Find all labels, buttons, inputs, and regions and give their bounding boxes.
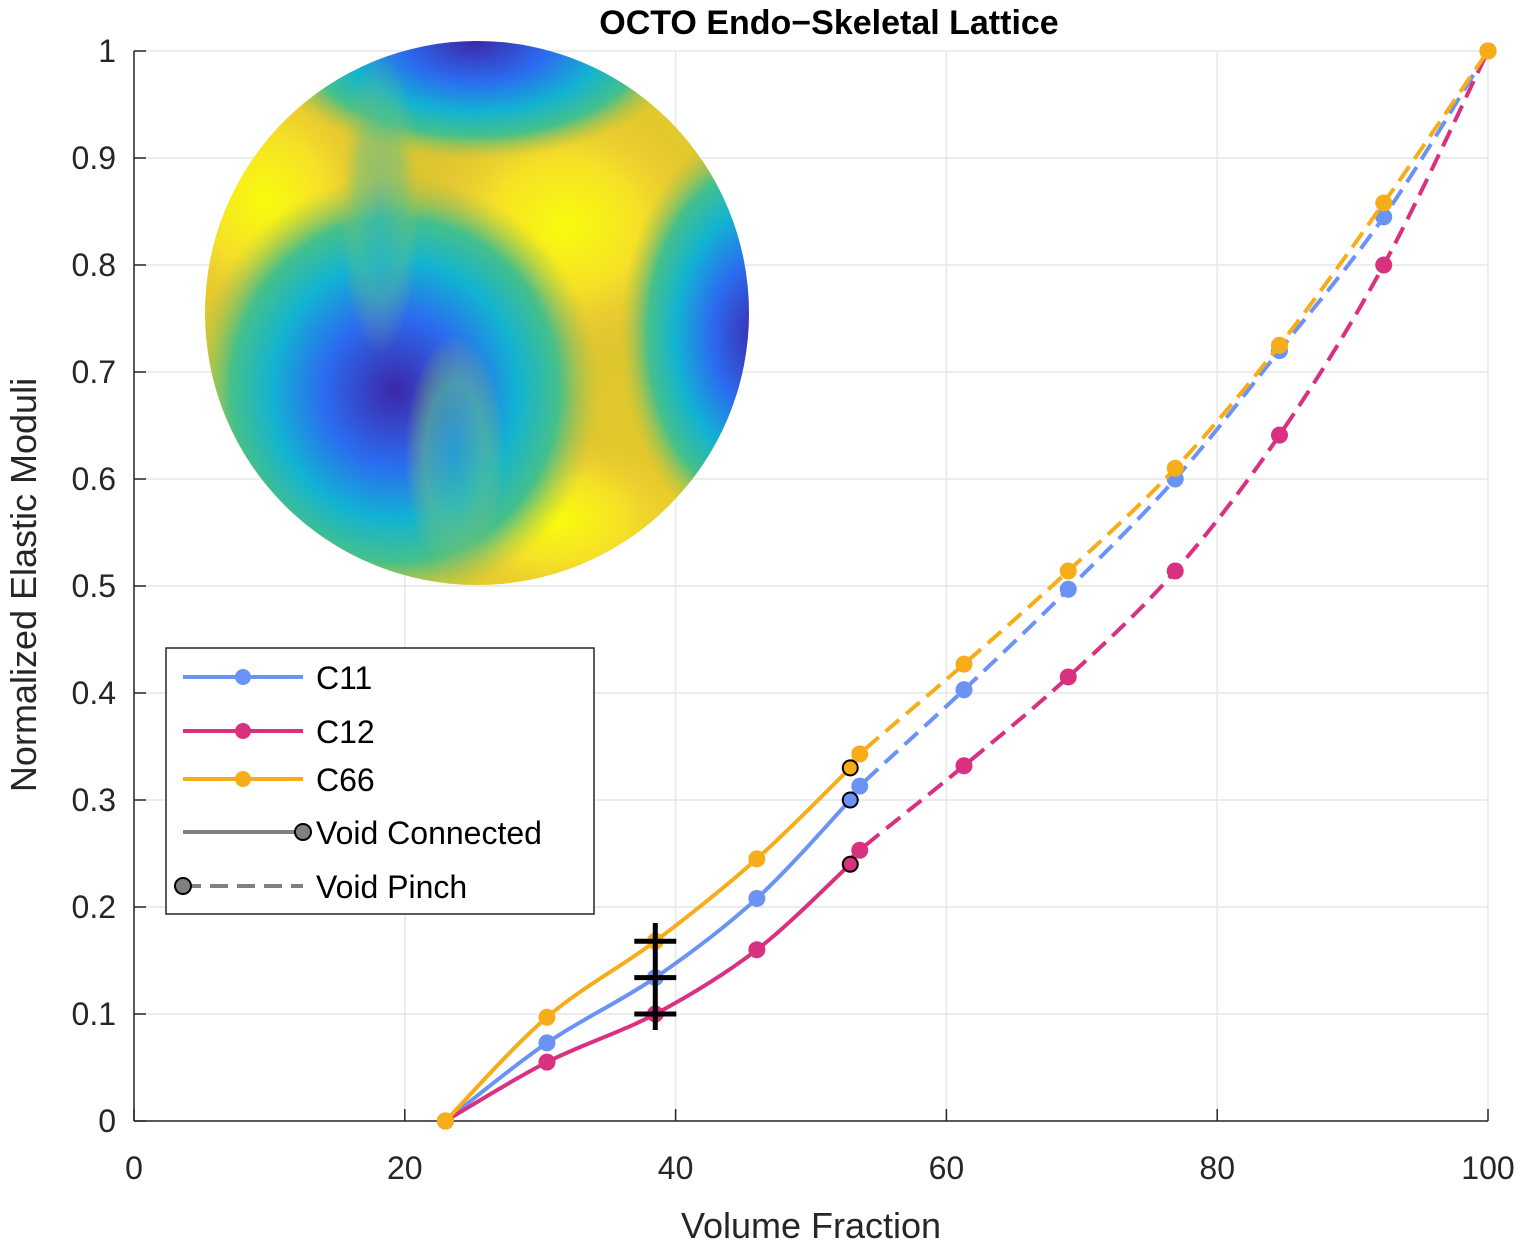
legend-label-c12: C12 [316, 714, 375, 750]
transition-marker-c12 [841, 855, 859, 873]
data-point-c12 [1166, 562, 1184, 580]
y-tick-label: 0.1 [72, 996, 116, 1032]
data-point-c66 [538, 1008, 556, 1026]
data-point-c66 [1270, 336, 1288, 354]
axes: 0 20 40 60 80 100 0 0.1 0.2 0.3 0.4 0.5 0.6 0.7 0.8 0.9… [72, 33, 1515, 1186]
data-point-c66 [1166, 459, 1184, 477]
data-point-c12 [1059, 668, 1077, 686]
legend-item-c12: C12 [183, 714, 375, 750]
data-point-c11 [955, 681, 973, 699]
y-axis-label: Normalized Elastic Moduli [3, 378, 44, 792]
y-tick-label: 0.4 [72, 675, 116, 711]
plot-annotations [634, 923, 677, 1031]
y-tick-label: 0.3 [72, 782, 116, 818]
legend-label-c11: C11 [316, 660, 372, 696]
data-point-c66 [1479, 42, 1497, 60]
transition-marker-c66 [841, 759, 859, 777]
legend-label-c66: C66 [316, 762, 375, 798]
data-point-c66 [436, 1112, 454, 1130]
y-tick-label: 0.2 [72, 889, 116, 925]
data-point-c12 [1270, 426, 1288, 444]
legend-item-c11: C11 [183, 660, 372, 696]
data-point-c11 [851, 777, 869, 795]
x-tick-label: 100 [1461, 1150, 1514, 1186]
x-tick-label: 80 [1199, 1150, 1235, 1186]
data-point-c11 [538, 1034, 556, 1052]
data-point-c66 [748, 850, 766, 868]
data-point-c11 [1375, 208, 1393, 226]
data-point-c66 [955, 655, 973, 673]
y-tick-label: 0.9 [72, 140, 116, 176]
data-point-c66 [1375, 194, 1393, 212]
transition-marker-c11 [841, 791, 859, 809]
data-point-c66 [851, 745, 869, 763]
data-point-c12 [538, 1053, 556, 1071]
legend-label-void-pinch: Void Pinch [316, 869, 467, 905]
y-tick-label: 0.8 [72, 247, 116, 283]
data-point-c12 [1375, 256, 1393, 274]
legend-item-void-pinch: Void Pinch [174, 869, 467, 905]
data-point-c66 [1059, 562, 1077, 580]
x-tick-label: 40 [658, 1150, 694, 1186]
legend-label-void-connected: Void Connected [316, 815, 542, 851]
y-tick-label: 0.5 [72, 568, 116, 604]
data-point-c12 [748, 941, 766, 959]
y-tick-label: 0 [98, 1103, 116, 1139]
x-tick-label: 20 [387, 1150, 423, 1186]
data-point-c11 [1059, 580, 1077, 598]
x-tick-label: 60 [929, 1150, 965, 1186]
data-point-c12 [955, 757, 973, 775]
legend-item-void-connected: Void Connected [183, 815, 542, 851]
y-tick-label: 0.7 [72, 354, 116, 390]
data-point-c12 [851, 841, 869, 859]
x-tick-label: 0 [125, 1150, 143, 1186]
y-tick-label: 1 [98, 33, 116, 69]
x-axis-label: Volume Fraction [681, 1205, 941, 1244]
data-point-c11 [748, 889, 766, 907]
legend-item-c66: C66 [183, 762, 375, 798]
chart-title: OCTO Endo−Skeletal Lattice [599, 4, 1058, 42]
y-tick-label: 0.6 [72, 461, 116, 497]
legend: C11 C12 C66 Void Connected Void Pinch [165, 647, 595, 915]
